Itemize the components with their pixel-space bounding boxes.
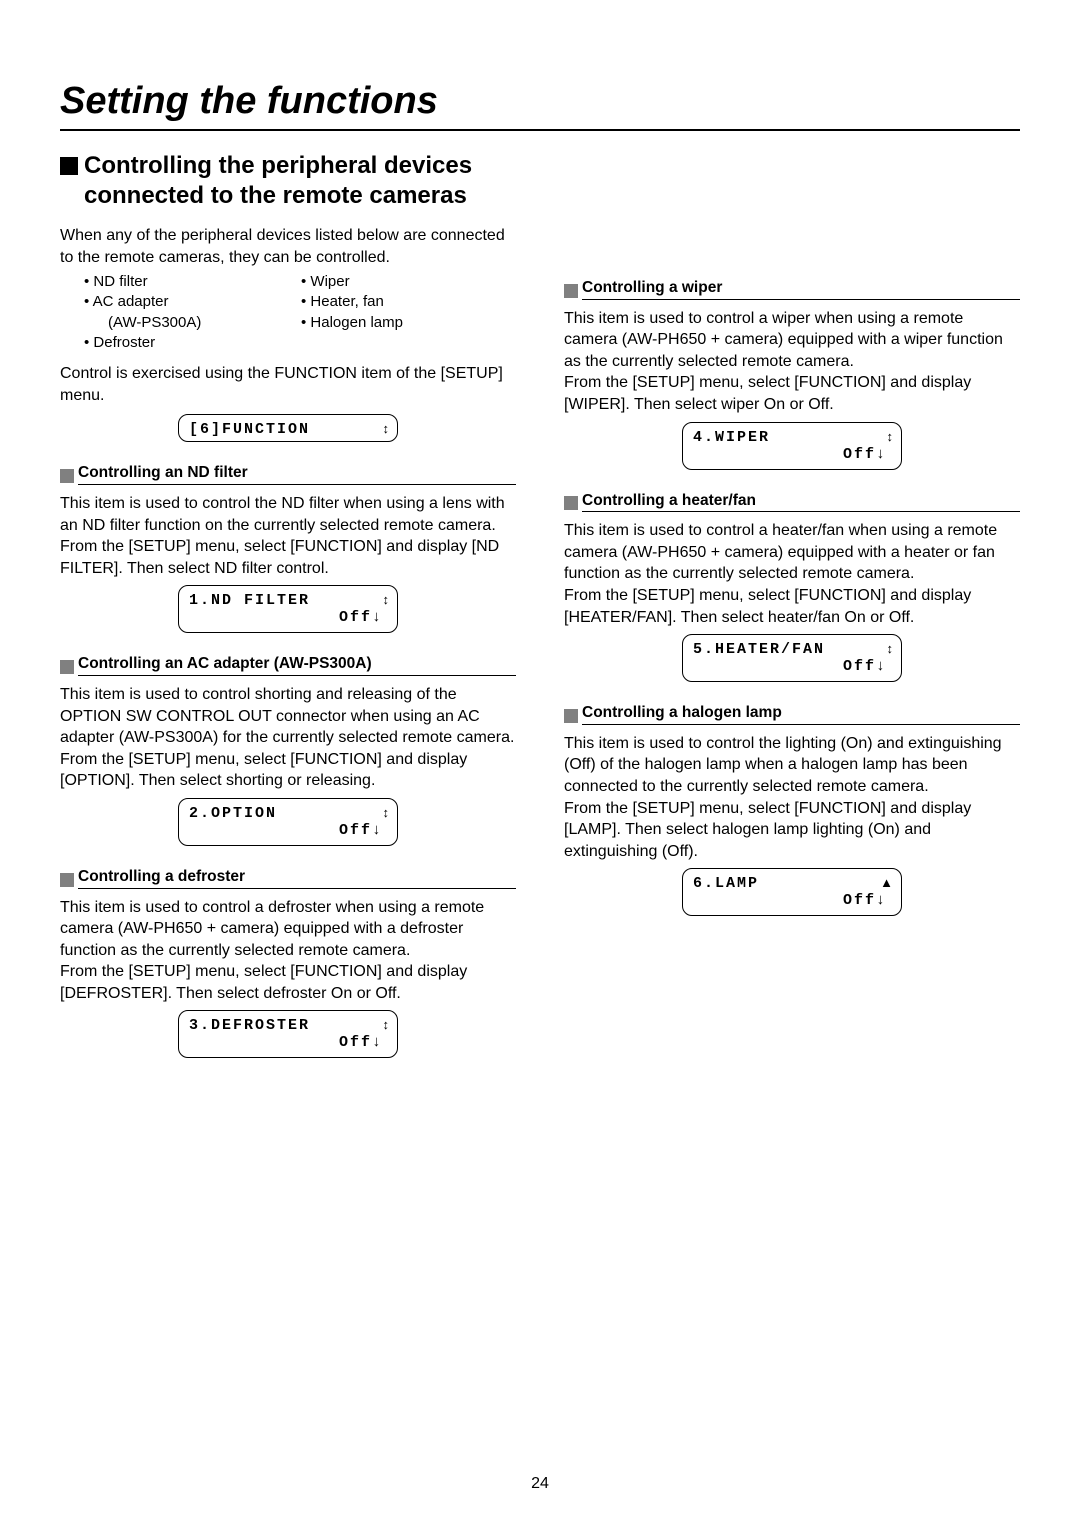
subsection-heater-fan: Controlling a heater/fan — [564, 492, 1020, 513]
grey-box-icon — [564, 709, 578, 723]
lcd-box: 6.LAMP ▲ Off↓ — [682, 868, 902, 916]
lcd-box: 5.HEATER/FAN ↕ Off↓ — [682, 634, 902, 682]
grey-box-icon — [60, 469, 74, 483]
body-text: This item is used to control the ND filt… — [60, 493, 516, 579]
page-title: Setting the functions — [60, 80, 1020, 131]
intro-paragraph: When any of the peripheral devices liste… — [60, 225, 516, 268]
updown-icon: ↕ — [887, 641, 894, 656]
lcd-line: 2.OPTION — [189, 805, 387, 822]
lcd-display-ndfilter: 1.ND FILTER ↕ Off↓ — [60, 585, 516, 633]
section-heading: Controlling the peripheral devices conne… — [60, 151, 516, 211]
subhead-text: Controlling a heater/fan — [582, 492, 1020, 513]
lcd-line: 3.DEFROSTER — [189, 1017, 387, 1034]
bullet-column-right: • Wiper • Heater, fan • Halogen lamp — [299, 272, 516, 353]
bullet-item: • Heater, fan — [299, 292, 516, 312]
lcd-line: 1.ND FILTER — [189, 592, 387, 609]
lcd-line: Off↓ — [189, 609, 387, 626]
lcd-line: 4.WIPER — [693, 429, 891, 446]
lcd-box: [6]FUNCTION ↕ — [178, 414, 398, 442]
manual-page: Setting the functions Controlling the pe… — [0, 0, 1080, 1527]
subhead-text: Controlling an ND filter — [78, 464, 516, 485]
two-column-layout: Controlling the peripheral devices conne… — [60, 151, 1020, 1076]
spacer — [564, 151, 1020, 257]
lcd-box: 3.DEFROSTER ↕ Off↓ — [178, 1010, 398, 1058]
lcd-line: Off↓ — [693, 892, 891, 909]
bullet-item: • Halogen lamp — [299, 313, 516, 333]
section-heading-text: Controlling the peripheral devices conne… — [84, 151, 516, 211]
grey-box-icon — [60, 873, 74, 887]
bullet-column-left: • ND filter • AC adapter (AW-PS300A) • D… — [82, 272, 299, 353]
grey-box-icon — [564, 496, 578, 510]
lcd-line: Off↓ — [693, 446, 891, 463]
left-column: Controlling the peripheral devices conne… — [60, 151, 516, 1076]
updown-icon: ↕ — [887, 429, 894, 444]
subhead-text: Controlling a halogen lamp — [582, 704, 1020, 725]
updown-icon: ↕ — [383, 1017, 390, 1032]
subhead-text: Controlling an AC adapter (AW-PS300A) — [78, 655, 516, 676]
body-text: This item is used to control shorting an… — [60, 684, 516, 792]
subsection-halogen-lamp: Controlling a halogen lamp — [564, 704, 1020, 725]
bullet-item: • Defroster — [82, 333, 299, 353]
subsection-wiper: Controlling a wiper — [564, 279, 1020, 300]
updown-icon: ↕ — [383, 421, 390, 436]
lcd-line: [6]FUNCTION — [189, 421, 310, 438]
page-number: 24 — [0, 1475, 1080, 1493]
control-paragraph: Control is exercised using the FUNCTION … — [60, 363, 516, 406]
lcd-line: Off↓ — [189, 822, 387, 839]
square-bullet-icon — [60, 157, 78, 175]
body-text: This item is used to control the lightin… — [564, 733, 1020, 863]
grey-box-icon — [564, 284, 578, 298]
bullet-item: • Wiper — [299, 272, 516, 292]
lcd-display-wiper: 4.WIPER ↕ Off↓ — [564, 422, 1020, 470]
bullet-list: • ND filter • AC adapter (AW-PS300A) • D… — [60, 272, 516, 353]
bullet-item: • ND filter — [82, 272, 299, 292]
lcd-line: Off↓ — [693, 658, 891, 675]
grey-box-icon — [60, 660, 74, 674]
lcd-display-lamp: 6.LAMP ▲ Off↓ — [564, 868, 1020, 916]
lcd-line: 5.HEATER/FAN — [693, 641, 891, 658]
lcd-display-heater: 5.HEATER/FAN ↕ Off↓ — [564, 634, 1020, 682]
bullet-subitem: (AW-PS300A) — [82, 313, 299, 333]
lcd-display-option: 2.OPTION ↕ Off↓ — [60, 798, 516, 846]
lcd-box: 2.OPTION ↕ Off↓ — [178, 798, 398, 846]
updown-icon: ↕ — [383, 805, 390, 820]
subsection-nd-filter: Controlling an ND filter — [60, 464, 516, 485]
bullet-item: • AC adapter — [82, 292, 299, 312]
subhead-text: Controlling a wiper — [582, 279, 1020, 300]
body-text: This item is used to control a defroster… — [60, 897, 516, 1005]
subsection-ac-adapter: Controlling an AC adapter (AW-PS300A) — [60, 655, 516, 676]
lcd-line: Off↓ — [189, 1034, 387, 1051]
lcd-line: 6.LAMP — [693, 875, 891, 892]
body-text: This item is used to control a wiper whe… — [564, 308, 1020, 416]
updown-icon: ↕ — [383, 592, 390, 607]
lcd-box: 4.WIPER ↕ Off↓ — [682, 422, 902, 470]
lcd-box: 1.ND FILTER ↕ Off↓ — [178, 585, 398, 633]
lcd-display-function: [6]FUNCTION ↕ — [60, 414, 516, 442]
up-icon: ▲ — [880, 875, 893, 890]
right-column: Controlling a wiper This item is used to… — [564, 151, 1020, 1076]
lcd-display-defroster: 3.DEFROSTER ↕ Off↓ — [60, 1010, 516, 1058]
subsection-defroster: Controlling a defroster — [60, 868, 516, 889]
subhead-text: Controlling a defroster — [78, 868, 516, 889]
body-text: This item is used to control a heater/fa… — [564, 520, 1020, 628]
